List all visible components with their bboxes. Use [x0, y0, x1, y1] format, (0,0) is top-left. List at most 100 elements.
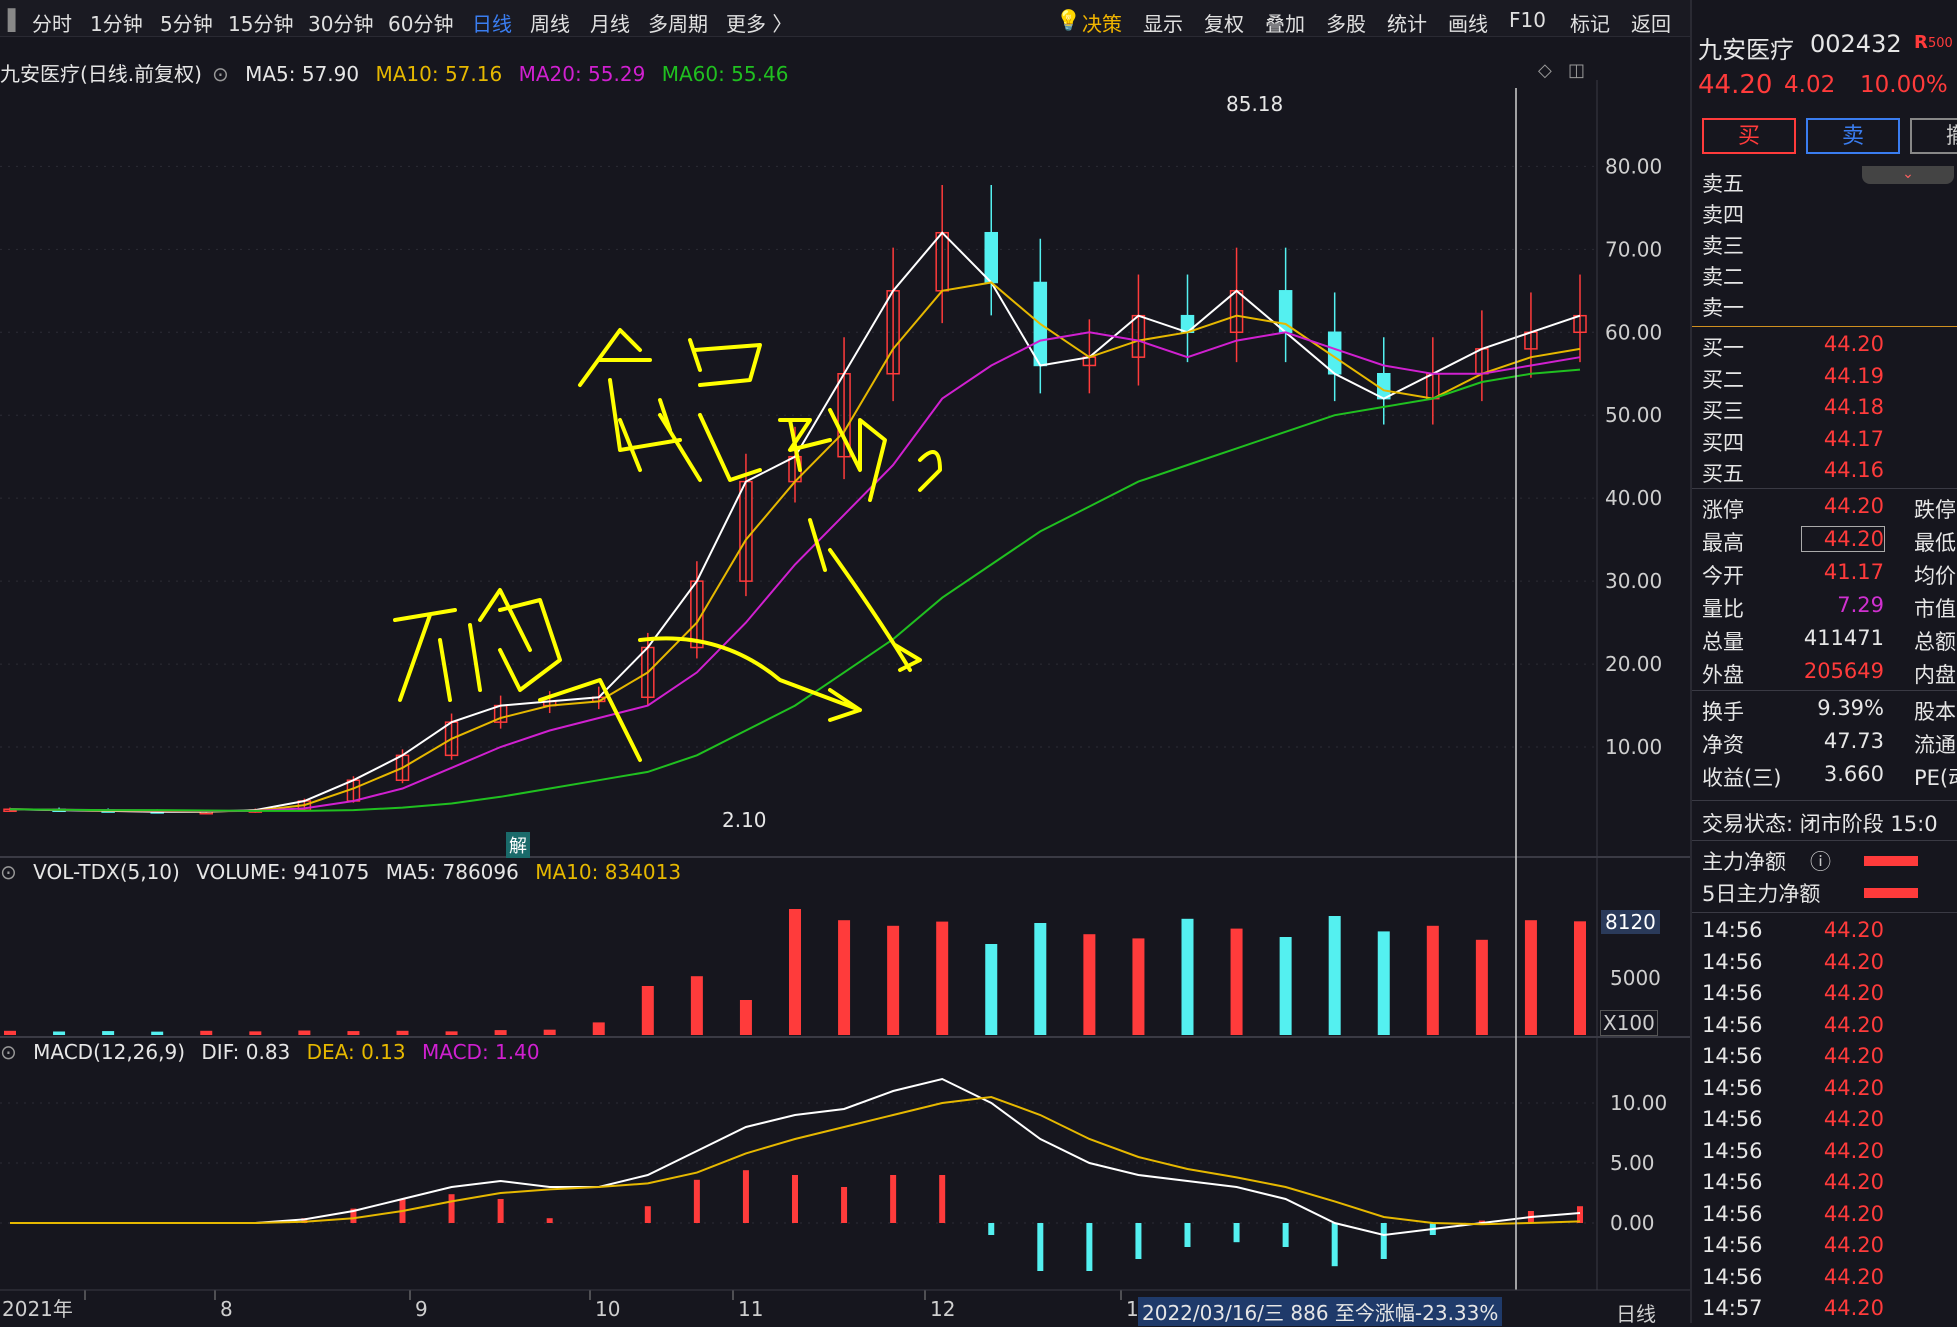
tick-11-value: 44.20: [1823, 1264, 1884, 1289]
dropdown-icon[interactable]: ⊙: [0, 1040, 17, 1064]
macd-bar: [890, 1175, 897, 1223]
macd-bar: [1380, 1223, 1387, 1259]
stat-2-value: 41.17: [1823, 560, 1884, 584]
tab-30min[interactable]: 30分钟: [308, 12, 374, 36]
tab-60min[interactable]: 60分钟: [388, 12, 454, 36]
bid-4-label: 买五: [1702, 462, 1744, 486]
tab-fenshi[interactable]: 分时: [32, 12, 72, 36]
volume-bar: [347, 1031, 360, 1035]
tool-display[interactable]: 显示: [1143, 12, 1183, 36]
chevron-down-icon[interactable]: ⌄: [1862, 166, 1954, 184]
stat-0-label: 涨停: [1702, 498, 1744, 522]
sell-button[interactable]: 卖: [1806, 118, 1900, 154]
volume-bar: [592, 1022, 605, 1035]
info-icon[interactable]: ⓘ: [1810, 850, 1831, 874]
dropdown-icon[interactable]: ⊙: [0, 860, 17, 884]
candle-body: [984, 231, 998, 284]
tool-draw[interactable]: 画线: [1448, 12, 1488, 36]
tool-f10[interactable]: F10: [1509, 8, 1546, 32]
volume-bar: [838, 920, 851, 1035]
bid-0-label: 买一: [1702, 336, 1744, 360]
price-change: 4.02: [1784, 72, 1836, 98]
tick-10-label: 14:56: [1702, 1233, 1763, 1257]
price-panel: [3, 184, 1587, 815]
ma20-readout: MA20: 55.29: [518, 62, 646, 86]
main-net-label: 主力净额: [1702, 850, 1786, 874]
bid-4-value: 44.16: [1823, 458, 1884, 482]
ask-0-label: 卖五: [1702, 172, 1744, 196]
tab-weekly[interactable]: 周线: [530, 12, 570, 36]
stat-5-value: 205649: [1803, 659, 1884, 683]
ma-line-ma5: [9, 231, 1581, 813]
lightbulb-icon[interactable]: 💡: [1056, 8, 1081, 32]
tool-overlay[interactable]: 叠加: [1265, 12, 1305, 36]
buy-button[interactable]: 买: [1702, 118, 1796, 154]
tick-0-value: 44.20: [1823, 918, 1884, 942]
jie-badge[interactable]: 解: [506, 832, 530, 858]
volume-bar: [690, 976, 703, 1035]
dea-readout: DEA: 0.13: [306, 1040, 406, 1064]
tab-monthly[interactable]: 月线: [590, 12, 630, 36]
stat-1-value: 44.20: [1801, 526, 1885, 552]
tool-adjust[interactable]: 复权: [1204, 12, 1244, 36]
macd-bar: [1478, 1220, 1485, 1223]
period-toolbar: ▐ 分时 1分钟 5分钟 15分钟 30分钟 60分钟 日线 周线 月线 多周期…: [0, 0, 1690, 37]
tab-1min[interactable]: 1分钟: [90, 12, 143, 36]
macd-tick-label: 10.00: [1610, 1091, 1667, 1115]
volume-bar: [1083, 934, 1096, 1035]
tick-4-label: 14:56: [1702, 1044, 1763, 1068]
macd-bar: [1184, 1223, 1191, 1247]
stat-1-label: 最高: [1702, 531, 1744, 555]
ask-3-label: 卖二: [1702, 265, 1744, 289]
tool-back[interactable]: 返回: [1631, 12, 1671, 36]
bid-2-label: 买三: [1702, 399, 1744, 423]
macd-bar: [988, 1223, 995, 1235]
bid-2-value: 44.18: [1823, 395, 1884, 419]
tick-2-value: 44.20: [1823, 981, 1884, 1005]
tab-more[interactable]: 更多 〉: [726, 12, 793, 36]
volume-bar: [298, 1030, 311, 1035]
cancel-button[interactable]: 撤: [1910, 118, 1957, 154]
tool-mark[interactable]: 标记: [1570, 12, 1610, 36]
panel-toggle-icon[interactable]: ◫: [1568, 60, 1586, 81]
volume-bar: [445, 1031, 458, 1035]
price-tick-label: 80.00: [1605, 154, 1662, 178]
last-price: 44.20: [1698, 70, 1773, 100]
tick-7-value: 44.20: [1823, 1138, 1884, 1163]
tool-multistock[interactable]: 多股: [1326, 12, 1366, 36]
tab-5min[interactable]: 5分钟: [160, 12, 213, 36]
tab-15min[interactable]: 15分钟: [228, 12, 294, 36]
tick-6-value: 44.20: [1823, 1107, 1884, 1131]
volume-bar: [887, 925, 900, 1035]
tick-2-label: 14:56: [1702, 981, 1763, 1005]
tab-daily[interactable]: 日线: [472, 12, 512, 36]
stat2-1-right-label: 流通: [1914, 733, 1956, 757]
tick-8-value: 44.20: [1823, 1170, 1884, 1194]
volume-bar: [1377, 931, 1390, 1035]
tool-decision[interactable]: 决策: [1082, 12, 1122, 36]
candle-body: [1327, 331, 1342, 375]
tool-stats[interactable]: 统计: [1387, 12, 1427, 36]
collapse-icon[interactable]: ▐: [0, 8, 16, 32]
macd-bar: [1282, 1223, 1289, 1247]
macd-bar: [644, 1206, 651, 1223]
dropdown-icon[interactable]: ⊙: [211, 62, 229, 86]
quote-sidebar: 九安医疗 002432 R 500 44.20 4.02 10.00% 买 卖 …: [1690, 0, 1957, 1323]
margin-badge: R: [1914, 32, 1928, 53]
bid-1-label: 买二: [1702, 367, 1744, 392]
diamond-icon[interactable]: ◇: [1538, 60, 1552, 81]
price-tick-label: 50.00: [1605, 403, 1662, 427]
bid-3-value: 44.17: [1823, 426, 1884, 451]
volume-scale-mid: 5000: [1610, 966, 1661, 990]
margin-badge-num: 500: [1928, 36, 1953, 51]
period-label[interactable]: 日线: [1616, 1302, 1656, 1326]
macd-tick-label: 5.00: [1610, 1151, 1655, 1175]
tab-multi[interactable]: 多周期: [648, 12, 708, 36]
macd-bar: [448, 1194, 455, 1223]
kline-chart[interactable]: 80.0070.0060.0050.0040.0030.0020.0010.00…: [0, 36, 1690, 1323]
high-label: 85.18: [1226, 92, 1284, 116]
stat-4-label: 总量: [1702, 630, 1744, 654]
price-tick-label: 20.00: [1605, 652, 1662, 676]
tick-3-value: 44.20: [1823, 1012, 1884, 1037]
tick-9-value: 44.20: [1823, 1201, 1884, 1226]
